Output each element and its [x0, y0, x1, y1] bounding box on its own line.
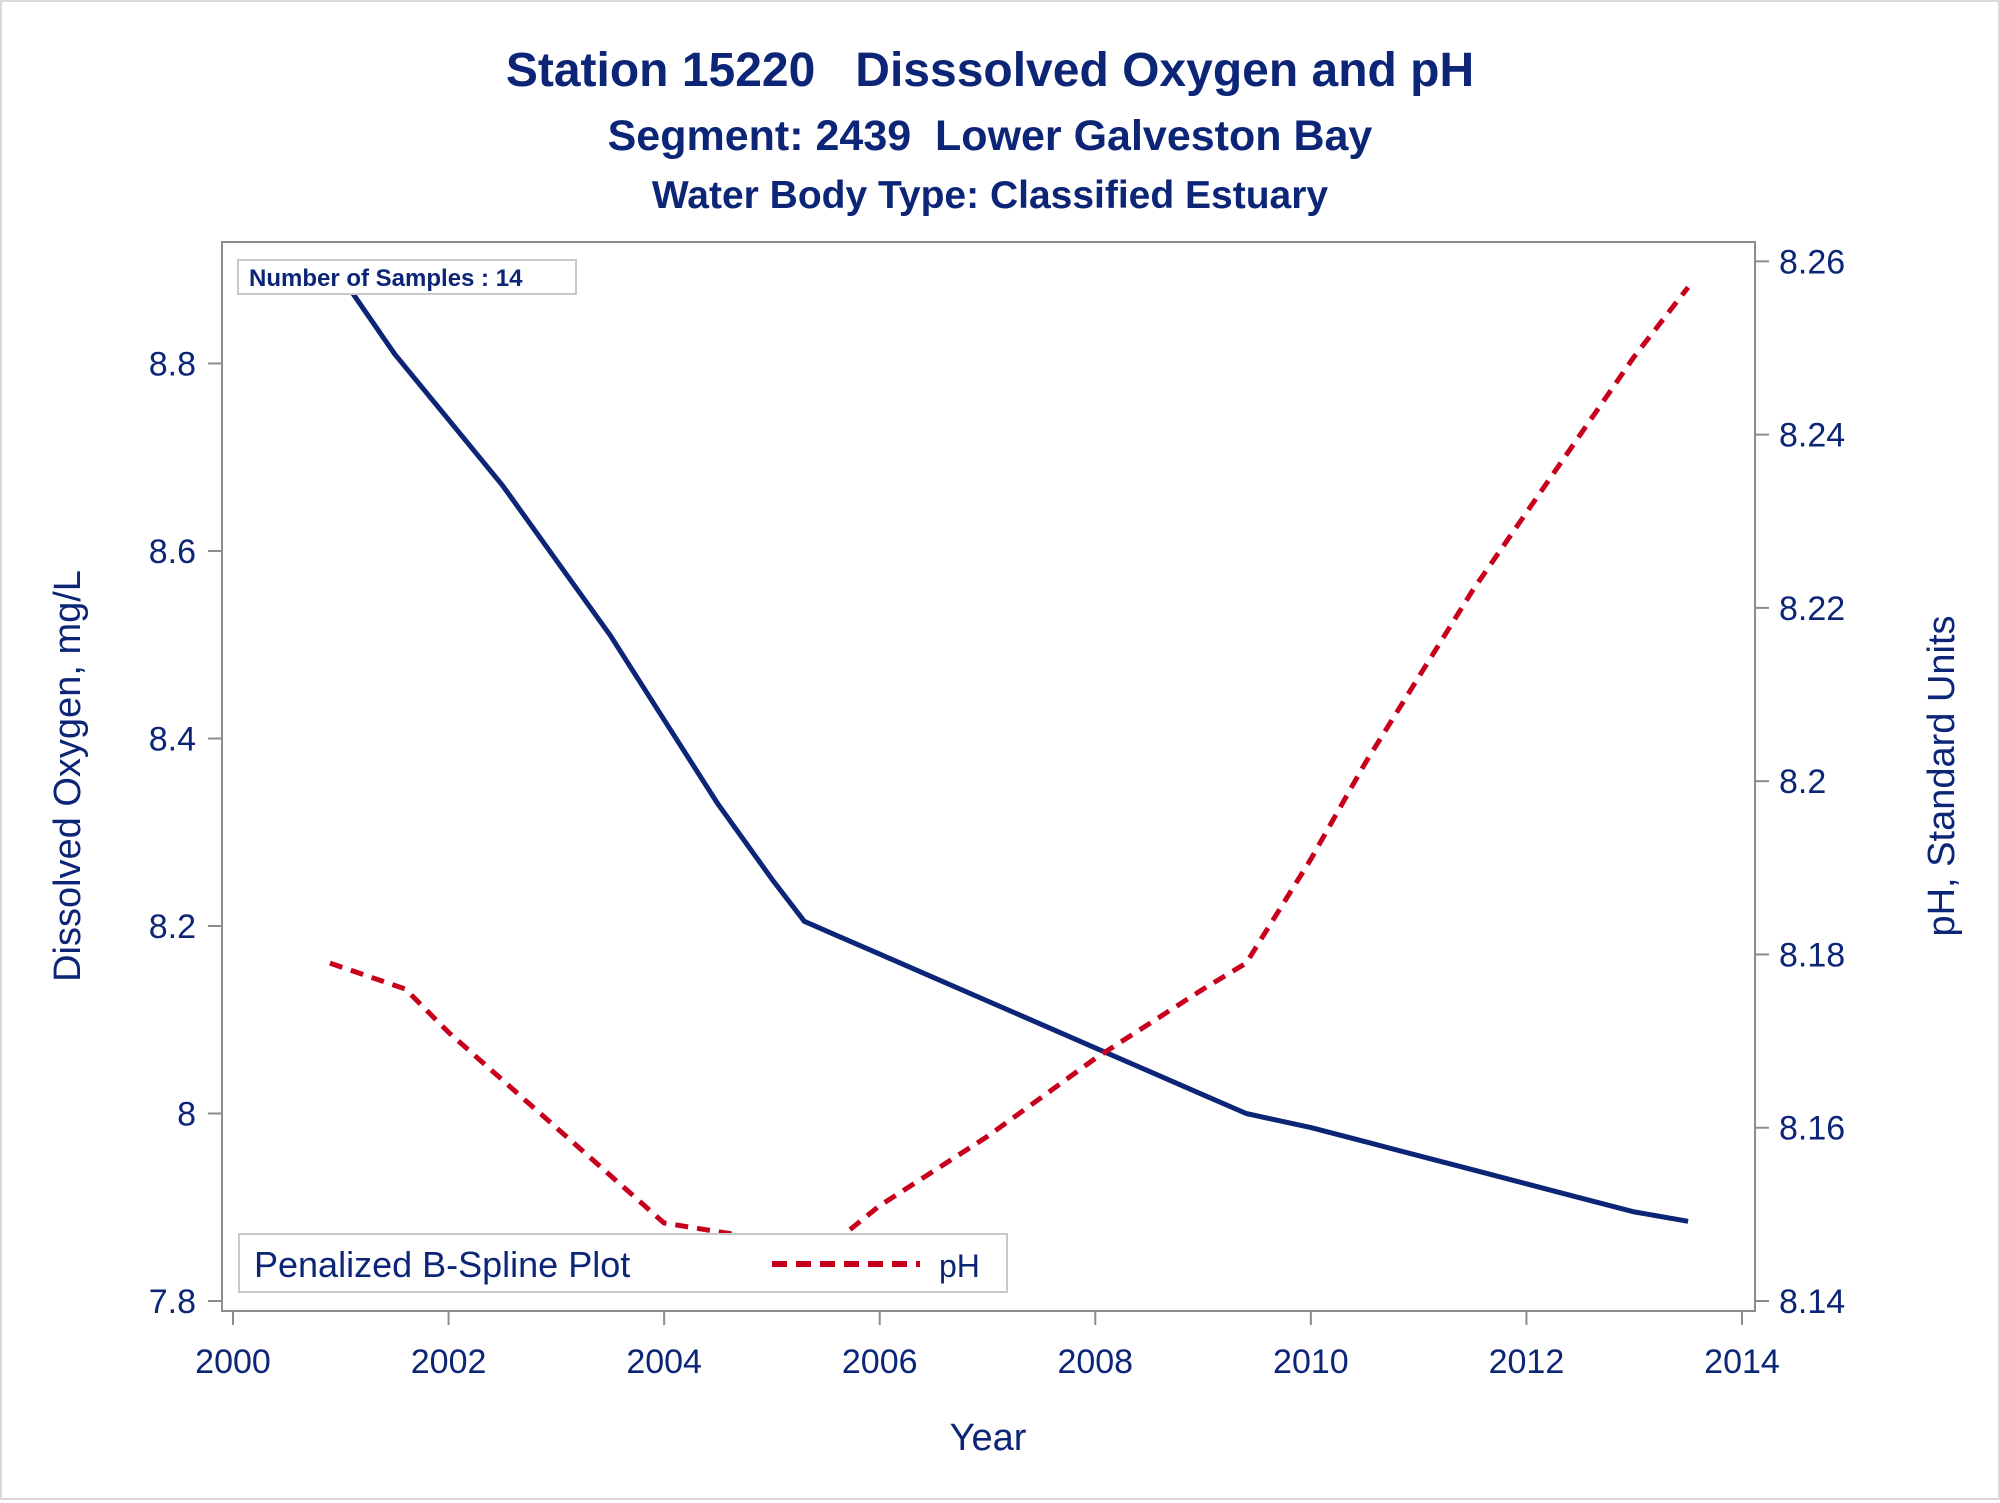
y2-tick-label: 8.18 — [1779, 936, 1845, 974]
y2-tick-label: 8.14 — [1779, 1283, 1845, 1321]
y-tick-label: 8.2 — [149, 908, 196, 946]
chart-title: Station 15220 Disssolved Oxygen and pH — [506, 44, 1474, 97]
x-axis-label: Year — [950, 1417, 1027, 1459]
x-tick-label: 2002 — [411, 1343, 487, 1381]
y-tick-label: 8 — [177, 1096, 196, 1134]
dissolved-oxygen-series-line — [327, 258, 1689, 1224]
y2-tick-label: 8.2 — [1779, 763, 1826, 801]
y2-tick-label: 8.22 — [1779, 590, 1845, 628]
x-tick-label: 2014 — [1704, 1343, 1780, 1381]
y2-tick-label: 8.16 — [1779, 1110, 1845, 1148]
x-tick-label: 2006 — [842, 1343, 918, 1381]
y-axis-left: 7.8 8 8.2 8.4 8.6 8.8 — [149, 346, 222, 1321]
y-tick-label: 8.8 — [149, 346, 196, 384]
x-axis: 2000 2002 2004 2006 2008 2010 2012 2014 — [195, 1311, 1780, 1381]
legend-box — [238, 1233, 1008, 1293]
chart-subtitle-2: Water Body Type: Classified Estuary — [652, 174, 1328, 217]
ph-series-line — [329, 285, 1691, 1269]
x-tick-label: 2004 — [626, 1343, 702, 1381]
series-group — [327, 258, 1691, 1269]
y2-axis-label: pH, Standard Units — [1921, 615, 1963, 936]
y-tick-label: 8.4 — [149, 721, 196, 759]
y-axis-right: 8.14 8.16 8.18 8.2 8.22 8.24 8.26 — [1755, 243, 1845, 1321]
y-tick-label: 7.8 — [149, 1283, 196, 1321]
sample-count-box: Number of Samples : 14 — [237, 259, 577, 295]
y-axis-label: Dissolved Oxygen, mg/L — [47, 570, 89, 982]
legend: Penalized B-Spline Plot pH — [238, 1233, 1008, 1293]
chart-subtitle: Segment: 2439 Lower Galveston Bay — [608, 112, 1373, 160]
legend-item-ph: pH — [939, 1248, 980, 1284]
y2-tick-label: 8.24 — [1779, 417, 1845, 455]
x-tick-label: 2008 — [1057, 1343, 1133, 1381]
legend-title: Penalized B-Spline Plot — [254, 1244, 630, 1285]
x-tick-label: 2000 — [195, 1343, 271, 1381]
x-tick-label: 2010 — [1273, 1343, 1349, 1381]
plot-area — [221, 241, 1756, 1312]
y-tick-label: 8.6 — [149, 533, 196, 571]
sample-count-label: Number of Samples : 14 — [249, 265, 523, 292]
y2-tick-label: 8.26 — [1779, 243, 1845, 281]
x-tick-label: 2012 — [1489, 1343, 1565, 1381]
